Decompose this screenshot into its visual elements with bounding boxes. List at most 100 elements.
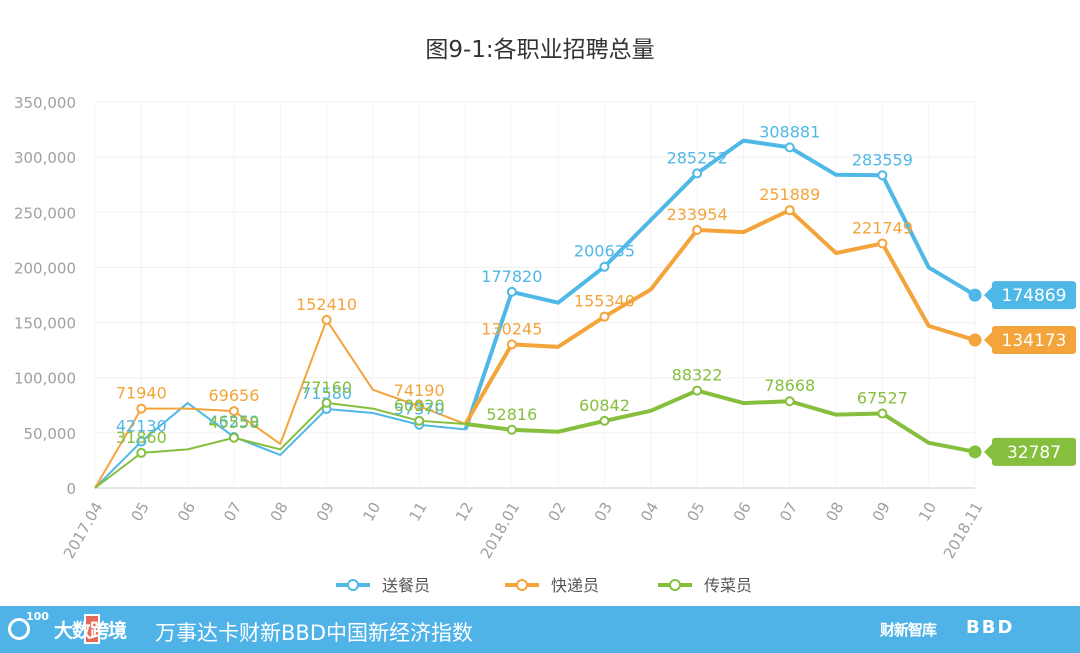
data-label: 200635 xyxy=(574,242,635,261)
data-point-marker xyxy=(506,339,517,350)
logo-number: 100 xyxy=(26,610,49,623)
data-label: 78668 xyxy=(764,376,815,395)
caixin-logo: 财新智库 xyxy=(880,621,937,639)
end-badge-pointer xyxy=(984,287,992,304)
x-axis: 2017.04 05 06 07 08 09 10 11 12 2018.01 02 03 04 05 06… xyxy=(60,499,987,562)
x-tick-label: 09 xyxy=(869,499,894,525)
data-label: 71940 xyxy=(116,384,167,403)
footer-index-name: 万事达卡财新BBD中国新经济指数 xyxy=(155,621,473,645)
end-badge xyxy=(992,437,1076,466)
end-badge-pointer xyxy=(984,332,992,349)
data-point-marker xyxy=(784,396,795,407)
x-tick-label: 12 xyxy=(452,499,477,525)
end-badge xyxy=(992,281,1076,310)
data-point-marker xyxy=(784,205,795,216)
x-tick-label: 06 xyxy=(174,499,199,525)
end-badge-value: 174869 xyxy=(1002,286,1067,306)
data-label: 74190 xyxy=(394,381,445,400)
data-label: 69656 xyxy=(208,386,259,405)
data-label: 46259 xyxy=(208,412,259,431)
y-tick-label: 50,000 xyxy=(24,425,77,443)
legend-swatch-marker xyxy=(347,579,359,591)
legend-label: 送餐员 xyxy=(382,576,430,595)
x-tick-label: 07 xyxy=(220,499,245,525)
data-label: 71580 xyxy=(301,384,352,403)
phone-icon xyxy=(84,614,100,644)
y-tick-label: 100,000 xyxy=(14,370,76,388)
series-line-送餐员 xyxy=(463,138,977,431)
footer-banner: 100 大数跨境 万事达卡财新BBD中国新经济指数 财新智库 BBD xyxy=(0,606,1080,653)
logo-circle-icon xyxy=(8,618,30,640)
y-tick-label: 150,000 xyxy=(14,315,76,333)
data-point-marker xyxy=(506,286,517,297)
x-tick-label: 2017.04 xyxy=(60,499,107,562)
legend-label: 快递员 xyxy=(551,576,599,595)
data-point-marker xyxy=(692,168,703,179)
data-point-marker xyxy=(506,424,517,435)
x-tick-label: 03 xyxy=(591,499,616,525)
data-point-marker xyxy=(968,288,982,302)
data-point-marker xyxy=(877,170,888,181)
legend-label: 传菜员 xyxy=(704,576,752,595)
line-chart: 图9-1:各职业招聘总量 350,000 300,000 250,000 200,00… xyxy=(14,37,1076,595)
data-point-marker xyxy=(136,403,147,414)
data-point-marker xyxy=(414,415,425,426)
legend-swatch-marker xyxy=(669,579,681,591)
series-line-快递员 xyxy=(94,318,466,489)
x-tick-label: 08 xyxy=(267,499,292,525)
data-label: 57370 xyxy=(394,400,445,419)
y-axis: 350,000 300,000 250,000 200,000 150,000 100,0… xyxy=(14,94,76,498)
x-tick-label: 09 xyxy=(313,499,338,525)
data-point-marker xyxy=(968,333,982,347)
data-point-marker xyxy=(321,397,332,408)
x-tick-label: 05 xyxy=(128,499,153,525)
y-tick-label: 300,000 xyxy=(14,149,76,167)
y-tick-label: 0 xyxy=(66,480,76,498)
x-tick-label: 2018.01 xyxy=(477,499,524,562)
data-point-marker xyxy=(228,406,239,417)
footer-brand: 大数跨境 xyxy=(54,620,127,642)
x-tick-label: 2018.11 xyxy=(940,499,987,562)
data-point-marker xyxy=(414,401,425,412)
data-label: 60842 xyxy=(579,396,630,415)
data-point-marker xyxy=(599,261,610,272)
data-label: 233954 xyxy=(667,205,728,224)
x-tick-label: 06 xyxy=(730,499,755,525)
data-point-marker xyxy=(136,447,147,458)
data-point-marker xyxy=(877,408,888,419)
data-label: 67527 xyxy=(857,389,908,408)
series-line-快递员 xyxy=(463,208,976,426)
data-point-marker xyxy=(968,445,982,459)
data-point-marker xyxy=(136,436,147,447)
x-tick-label: 08 xyxy=(822,499,847,525)
data-label: 283559 xyxy=(852,150,913,169)
end-value-badges: 174869 134173 32787 xyxy=(984,281,1076,466)
chart-title: 图9-1:各职业招聘总量 xyxy=(425,37,654,63)
data-label: 221749 xyxy=(852,218,913,237)
data-label: 155340 xyxy=(574,292,635,311)
data-label: 52816 xyxy=(486,405,537,424)
x-tick-label: 04 xyxy=(637,499,662,525)
data-point-marker xyxy=(692,385,703,396)
x-tick-label: 10 xyxy=(915,499,940,525)
x-tick-label: 11 xyxy=(406,499,431,525)
end-badge-pointer xyxy=(984,443,992,460)
x-tick-label: 05 xyxy=(683,499,708,525)
end-badge xyxy=(992,326,1076,355)
data-label: 88322 xyxy=(672,366,723,385)
data-label: 130245 xyxy=(481,319,542,338)
data-point-marker xyxy=(692,224,703,235)
data-point-marker xyxy=(599,415,610,426)
legend[interactable]: 送餐员 快递员 传菜员 xyxy=(336,576,752,595)
data-label: 177820 xyxy=(481,267,542,286)
data-label: 77160 xyxy=(301,378,352,397)
data-labels: 42130 46259 71580 57370 177820 200635 285252 30… xyxy=(116,122,913,447)
legend-swatch-marker xyxy=(516,579,528,591)
x-tick-label: 07 xyxy=(776,499,801,525)
end-badge-value: 32787 xyxy=(1007,443,1061,463)
end-badge-value: 134173 xyxy=(1002,331,1067,351)
data-label: 152410 xyxy=(296,295,357,314)
series-layer xyxy=(94,138,982,489)
series-line-传菜员 xyxy=(94,401,466,489)
data-label: 251889 xyxy=(759,185,820,204)
